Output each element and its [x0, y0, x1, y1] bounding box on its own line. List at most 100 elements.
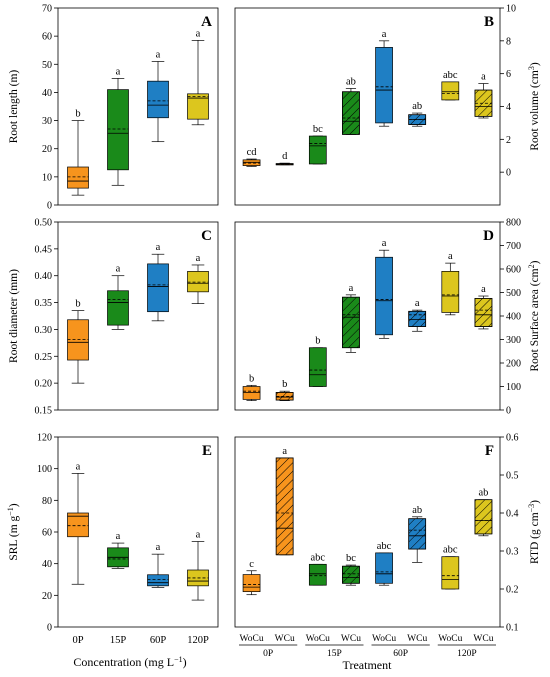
box-60P: a — [147, 542, 169, 588]
y-tick-label: 4 — [506, 102, 511, 113]
iqr-box-hatch — [342, 565, 360, 584]
iqr-box — [147, 263, 169, 313]
significance-letter: a — [116, 531, 121, 542]
significance-letter: a — [156, 49, 161, 60]
significance-letter: abc — [443, 545, 458, 556]
y-tick-label: 0.1 — [506, 623, 519, 634]
significance-letter: d — [282, 151, 288, 162]
plot-frame — [234, 7, 501, 206]
y-tick-label: 400 — [506, 312, 521, 323]
iqr-box — [107, 290, 129, 326]
iqr-box-hatch — [342, 296, 360, 349]
iqr-box — [308, 347, 327, 387]
iqr-box — [187, 93, 209, 120]
box-15P: a — [107, 66, 129, 186]
iqr-box — [107, 89, 129, 171]
significance-letter: a — [349, 283, 354, 294]
box-15P-WCu: ab — [342, 76, 360, 135]
panel-letter: E — [202, 443, 212, 459]
y-axis-title: Root diameter (mm) — [8, 269, 20, 363]
y-tick-label: 6 — [506, 69, 511, 80]
x-tick-label: 60P — [150, 635, 167, 646]
panel-A: A 0 10 20 30 40 50 60 70 Root length (m) b a a a — [8, 4, 219, 212]
y-tick-label: 80 — [42, 496, 52, 507]
iqr-box — [375, 552, 393, 584]
box-60P-WCu: a — [408, 298, 427, 332]
box-60P-WCu: ab — [408, 101, 427, 127]
y-tick-label: 100 — [506, 382, 521, 393]
iqr-box-hatch — [474, 499, 493, 535]
significance-letter: b — [249, 373, 254, 384]
y-axis-title: Root volume (cm3) — [527, 62, 541, 151]
iqr-box — [67, 166, 89, 189]
panel-B: B 0 2 4 6 8 10 Root volume (cm3) cd d bc ab a ab abc a — [234, 4, 541, 206]
panel-C: C 0.15 0.20 0.25 0.30 0.35 0.40 0.45 0.50 Root di… — [8, 218, 219, 417]
y-tick-label: 40 — [42, 88, 52, 99]
significance-letter: abc — [377, 541, 392, 552]
box-0P-WoCu: cd — [242, 147, 261, 167]
y-tick-label: 200 — [506, 359, 521, 370]
y-tick-label: 0 — [506, 168, 511, 179]
iqr-box-hatch — [408, 310, 427, 327]
plot-frame — [57, 7, 219, 206]
panel-F: F 0.1 0.2 0.3 0.4 0.5 0.6 RTD (g cm−3) c a abc bc ab… — [234, 433, 541, 659]
box-60P: a — [147, 242, 169, 322]
box-0P-WoCu: c — [242, 559, 261, 596]
box-60P-WoCu: abc — [375, 541, 393, 586]
x-group-label: 0P — [263, 649, 273, 659]
box-60P-WoCu: a — [375, 238, 393, 339]
y-axis-title: Root length (m) — [8, 70, 20, 144]
iqr-box — [308, 135, 327, 165]
box-0P-WCu: b — [275, 379, 294, 401]
x-sub-label: WoCu — [306, 634, 330, 644]
significance-letter: b — [315, 336, 320, 347]
y-tick-label: 40 — [42, 559, 52, 570]
significance-letter: a — [448, 251, 453, 262]
y-tick-label: 0.30 — [35, 325, 53, 336]
plot-frame — [234, 221, 501, 411]
significance-letter: ab — [412, 505, 422, 516]
significance-letter: abc — [443, 70, 458, 81]
x-sub-label: WCu — [341, 634, 361, 644]
y-tick-label: 2 — [506, 135, 511, 146]
y-axis-title: SRL (m g−1) — [6, 503, 20, 560]
y-tick-label: 60 — [42, 528, 52, 539]
panel-letter: B — [484, 14, 494, 30]
box-120P-WCu: a — [474, 72, 493, 119]
significance-letter: b — [75, 109, 80, 120]
y-tick-label: 0.35 — [35, 298, 53, 309]
iqr-box-hatch — [342, 91, 360, 135]
significance-letter: a — [481, 284, 486, 295]
iqr-box — [187, 271, 209, 293]
box-15P-WoCu: bc — [308, 124, 327, 165]
significance-letter: a — [481, 72, 486, 83]
y-tick-label: 0.25 — [35, 352, 53, 363]
box-120P: a — [187, 28, 209, 126]
iqr-box — [67, 512, 89, 538]
significance-letter: a — [76, 461, 81, 472]
x-tick-label: 0P — [72, 635, 83, 646]
right-x-axis-title: Treatment — [343, 658, 393, 672]
x-sub-label: WoCu — [240, 634, 264, 644]
significance-letter: ab — [346, 76, 356, 87]
y-tick-label: 100 — [37, 464, 52, 475]
iqr-box — [375, 47, 393, 124]
y-tick-label: 0.15 — [35, 406, 53, 417]
y-tick-label: 50 — [42, 60, 52, 71]
x-sub-label: WCu — [275, 634, 295, 644]
box-0P-WCu: d — [275, 151, 294, 166]
box-120P-WoCu: abc — [441, 70, 460, 101]
y-tick-label: 0.50 — [35, 218, 53, 229]
x-sub-label: WCu — [473, 634, 493, 644]
significance-letter: bc — [346, 553, 356, 564]
y-tick-label: 120 — [37, 433, 52, 444]
x-sub-label: WoCu — [438, 634, 462, 644]
box-15P-WoCu: b — [308, 336, 327, 387]
panel-letter: A — [201, 14, 212, 30]
y-tick-label: 0.3 — [506, 547, 519, 558]
iqr-box — [147, 574, 169, 587]
x-tick-label: 120P — [187, 635, 209, 646]
significance-letter: a — [116, 66, 121, 77]
y-tick-label: 600 — [506, 265, 521, 276]
iqr-box — [242, 574, 261, 593]
